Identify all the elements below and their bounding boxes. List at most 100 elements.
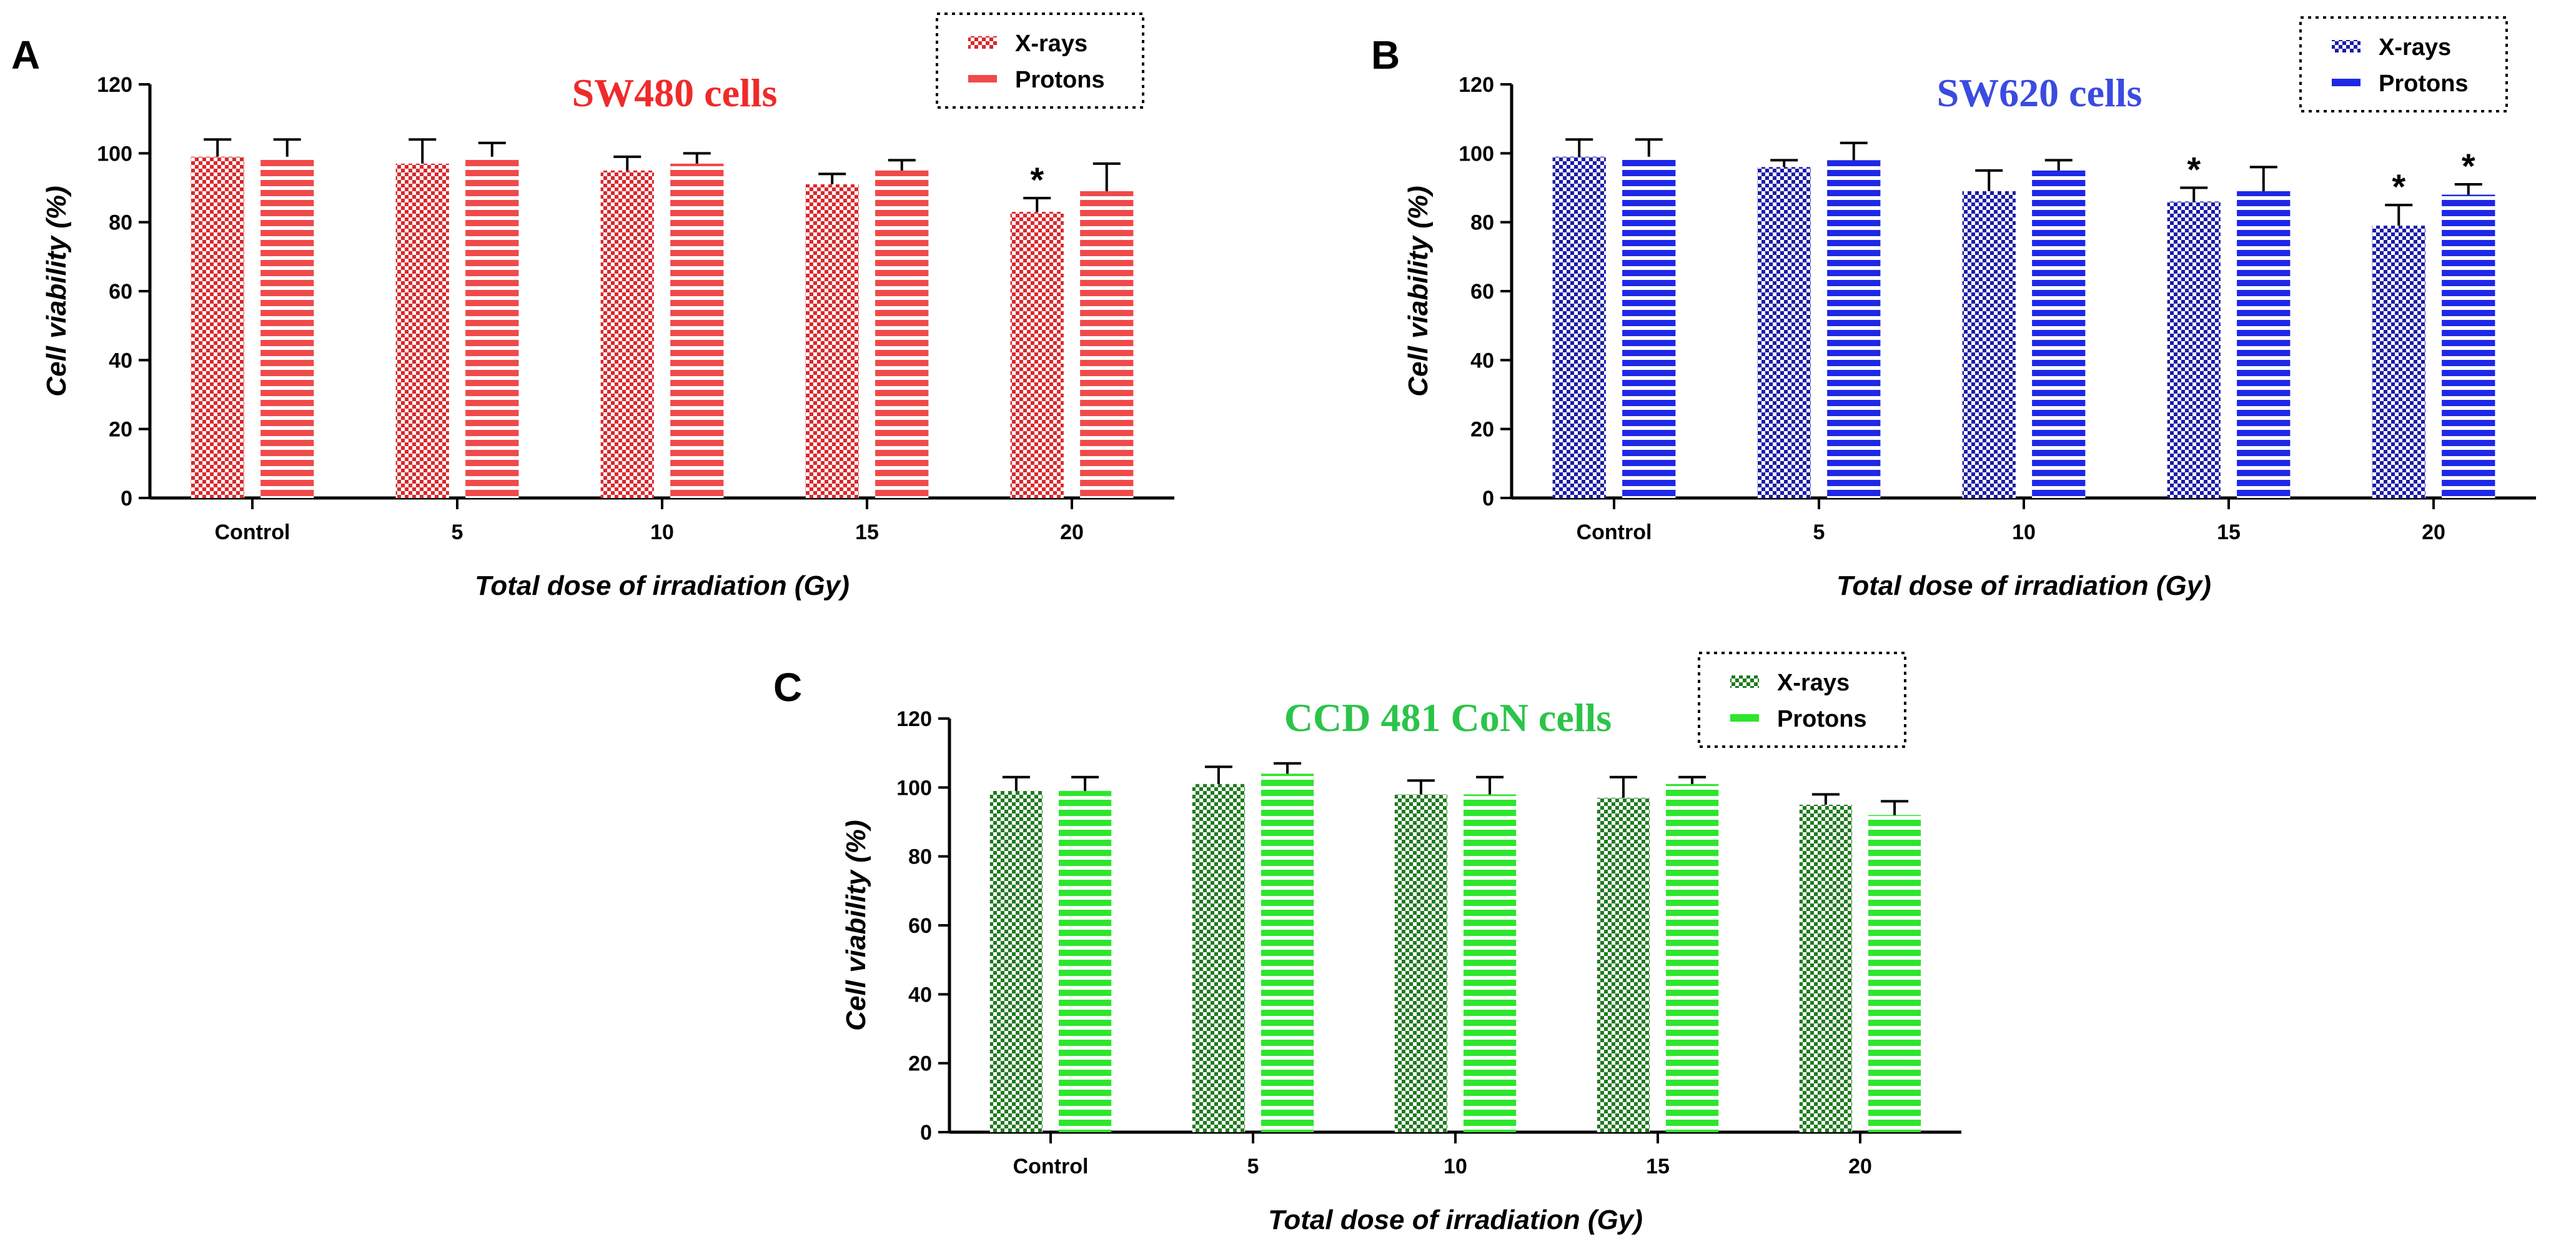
bar-xrays-2 <box>1394 794 1448 1132</box>
bar-xrays-4 <box>2372 226 2425 498</box>
y-axis-label: Cell viability (%) <box>841 820 871 1030</box>
panel-letter: A <box>11 32 40 77</box>
y-tick-label: 80 <box>908 845 932 869</box>
x-tick-label: 10 <box>2012 520 2036 544</box>
legend-box <box>936 12 1144 109</box>
y-tick-label: 100 <box>896 776 932 800</box>
y-tick-label: 80 <box>1470 211 1494 235</box>
bar-protons-2 <box>1463 794 1517 1132</box>
y-tick-label: 120 <box>896 707 932 731</box>
legend-swatch-protons <box>1730 714 1759 722</box>
y-tick-label: 100 <box>97 142 132 166</box>
y-tick-label: 120 <box>97 73 132 97</box>
bar-protons-2 <box>2032 170 2086 499</box>
significance-marker: * <box>2392 167 2405 206</box>
y-tick-label: 0 <box>1482 487 1494 510</box>
chart-panel-a: A SW480 cells 0 20 40 60 80 100 120 Cell viabilit… <box>11 12 1174 601</box>
significance-marker: * <box>2187 150 2201 189</box>
chart-title: SW480 cells <box>572 71 778 115</box>
bar-protons-0 <box>260 156 314 499</box>
bar-xrays-1 <box>1192 784 1246 1132</box>
bar-xrays-1 <box>395 163 449 499</box>
x-tick-label: 5 <box>452 520 463 544</box>
y-tick-label: 60 <box>908 914 932 938</box>
bar-protons-4 <box>2442 194 2495 498</box>
bar-protons-1 <box>1261 774 1314 1132</box>
bar-xrays-4 <box>1799 804 1853 1132</box>
legend-label-xrays: X-rays <box>1015 31 1087 57</box>
y-tick-label: 0 <box>920 1121 932 1145</box>
panel-letter: C <box>773 665 802 710</box>
y-tick-label: 0 <box>121 487 132 510</box>
chart-panel-b: B SW620 cells 0 20 40 60 80 100 120 Cell viabilit… <box>1371 16 2536 601</box>
x-tick-label: 20 <box>1848 1155 1872 1178</box>
bar-xrays-2 <box>600 170 654 499</box>
chart-panel-c: C CCD 481 CoN cells 0 20 40 60 80 100 120 Cell vi… <box>773 652 1961 1235</box>
bar-xrays-3 <box>1597 797 1650 1132</box>
y-tick-label: 80 <box>109 211 132 235</box>
y-tick-label: 120 <box>1459 73 1494 97</box>
bar-protons-0 <box>1622 156 1676 499</box>
legend: X-rays Protons <box>936 12 1144 109</box>
y-tick-label: 100 <box>1459 142 1494 166</box>
bar-xrays-3 <box>2167 201 2221 498</box>
legend: X-rays Protons <box>2299 16 2508 112</box>
chart-title: SW620 cells <box>1937 71 2143 115</box>
x-tick-label: 15 <box>1646 1155 1670 1178</box>
x-tick-label: Control <box>215 520 290 544</box>
bar-xrays-0 <box>989 790 1043 1132</box>
y-tick-label: 20 <box>109 418 132 442</box>
bar-protons-4 <box>1080 191 1134 498</box>
y-tick-label: 60 <box>109 280 132 304</box>
x-tick-label: Control <box>1013 1155 1089 1178</box>
y-tick-label: 40 <box>908 983 932 1007</box>
bar-xrays-4 <box>1010 212 1064 498</box>
x-tick-label: 5 <box>1813 520 1825 544</box>
bar-protons-1 <box>1827 160 1881 498</box>
legend: X-rays Protons <box>1698 652 1906 748</box>
bar-protons-3 <box>2237 191 2291 498</box>
y-axis-label: Cell viability (%) <box>1403 186 1434 396</box>
y-tick-label: 40 <box>109 349 132 372</box>
legend-label-protons: Protons <box>2379 71 2469 97</box>
bar-protons-3 <box>875 170 929 499</box>
bar-xrays-1 <box>1757 167 1811 498</box>
x-tick-label: 15 <box>855 520 879 544</box>
bar-protons-4 <box>1868 815 1921 1132</box>
y-tick-label: 60 <box>1470 280 1494 304</box>
bar-xrays-2 <box>1962 191 2016 498</box>
legend-swatch-xrays <box>1730 675 1759 688</box>
x-axis-label: Total dose of irradiation (Gy) <box>1836 570 2211 601</box>
x-tick-label: 15 <box>2217 520 2241 544</box>
panel-letter: B <box>1371 32 1400 77</box>
bar-xrays-0 <box>1552 156 1606 499</box>
bar-protons-0 <box>1058 790 1112 1132</box>
legend-label-xrays: X-rays <box>2379 34 2451 61</box>
y-tick-label: 20 <box>1470 418 1494 442</box>
significance-marker: * <box>1030 160 1044 199</box>
legend-swatch-protons <box>2332 79 2361 86</box>
x-tick-label: Control <box>1577 520 1652 544</box>
x-tick-label: 5 <box>1247 1155 1259 1178</box>
significance-marker: * <box>2462 146 2475 186</box>
legend-swatch-xrays <box>968 36 997 49</box>
legend-label-protons: Protons <box>1777 706 1867 732</box>
legend-swatch-xrays <box>2332 40 2361 52</box>
legend-box <box>2299 16 2508 112</box>
legend-label-protons: Protons <box>1015 67 1105 93</box>
bar-protons-2 <box>670 163 724 499</box>
bar-xrays-3 <box>805 184 859 498</box>
bar-xrays-0 <box>191 156 244 499</box>
x-tick-label: 10 <box>1444 1155 1467 1178</box>
x-tick-label: 20 <box>1060 520 1084 544</box>
bar-protons-3 <box>1665 784 1719 1132</box>
x-tick-label: 20 <box>2422 520 2445 544</box>
chart-title: CCD 481 CoN cells <box>1284 695 1612 740</box>
y-tick-label: 20 <box>908 1052 932 1076</box>
legend-swatch-protons <box>968 75 997 82</box>
x-axis-label: Total dose of irradiation (Gy) <box>1268 1205 1643 1235</box>
x-tick-label: 10 <box>650 520 674 544</box>
x-axis-label: Total dose of irradiation (Gy) <box>475 570 850 601</box>
